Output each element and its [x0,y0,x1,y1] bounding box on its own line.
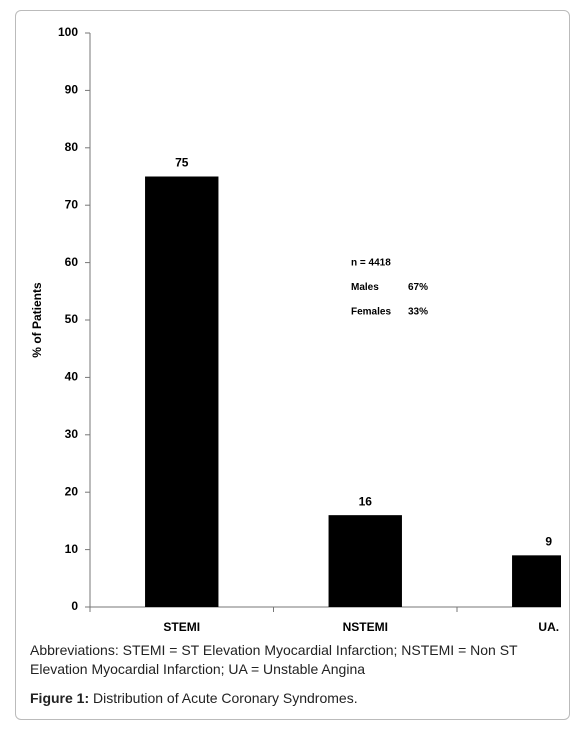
bar [512,555,561,607]
value-label: 75 [175,156,189,170]
abbreviations: Abbreviations: STEMI = ST Elevation Myoc… [30,642,518,677]
annotation-label: n = 4418 [351,258,391,269]
y-axis-label: % of Patients [30,282,44,358]
y-tick-label: 70 [65,197,79,211]
value-label: 16 [359,494,373,508]
figure-label: Figure 1: [30,690,90,706]
y-tick-label: 20 [65,484,79,498]
annotation-value: 67% [408,282,428,293]
figure-text: Distribution of Acute Coronary Syndromes… [93,690,358,706]
bar [145,176,219,607]
figure-caption: Figure 1: Distribution of Acute Coronary… [30,690,358,706]
x-tick-label: UA. [538,620,559,634]
x-tick-label: NSTEMI [343,620,388,634]
y-tick-label: 50 [65,312,79,326]
chart: 75 STEMI 16 NSTEMI 9 UA. % of Patients 0 10 20 3… [30,25,561,634]
y-tick-label: 100 [58,25,78,39]
y-tick-label: 80 [65,140,79,154]
y-tick-label: 60 [65,255,79,269]
figure-frame [15,10,570,720]
bar [328,515,402,607]
y-tick-label: 30 [65,427,79,441]
y-tick-label: 40 [65,370,79,384]
y-tick-label: 0 [71,599,78,613]
annotation-value: 33% [408,307,428,318]
annotation-label: Females [351,307,391,318]
value-label: 9 [545,535,552,549]
x-tick-label: STEMI [163,620,200,634]
y-tick-label: 90 [65,83,79,97]
annotation-label: Males [351,282,379,293]
y-tick-label: 10 [65,542,79,556]
